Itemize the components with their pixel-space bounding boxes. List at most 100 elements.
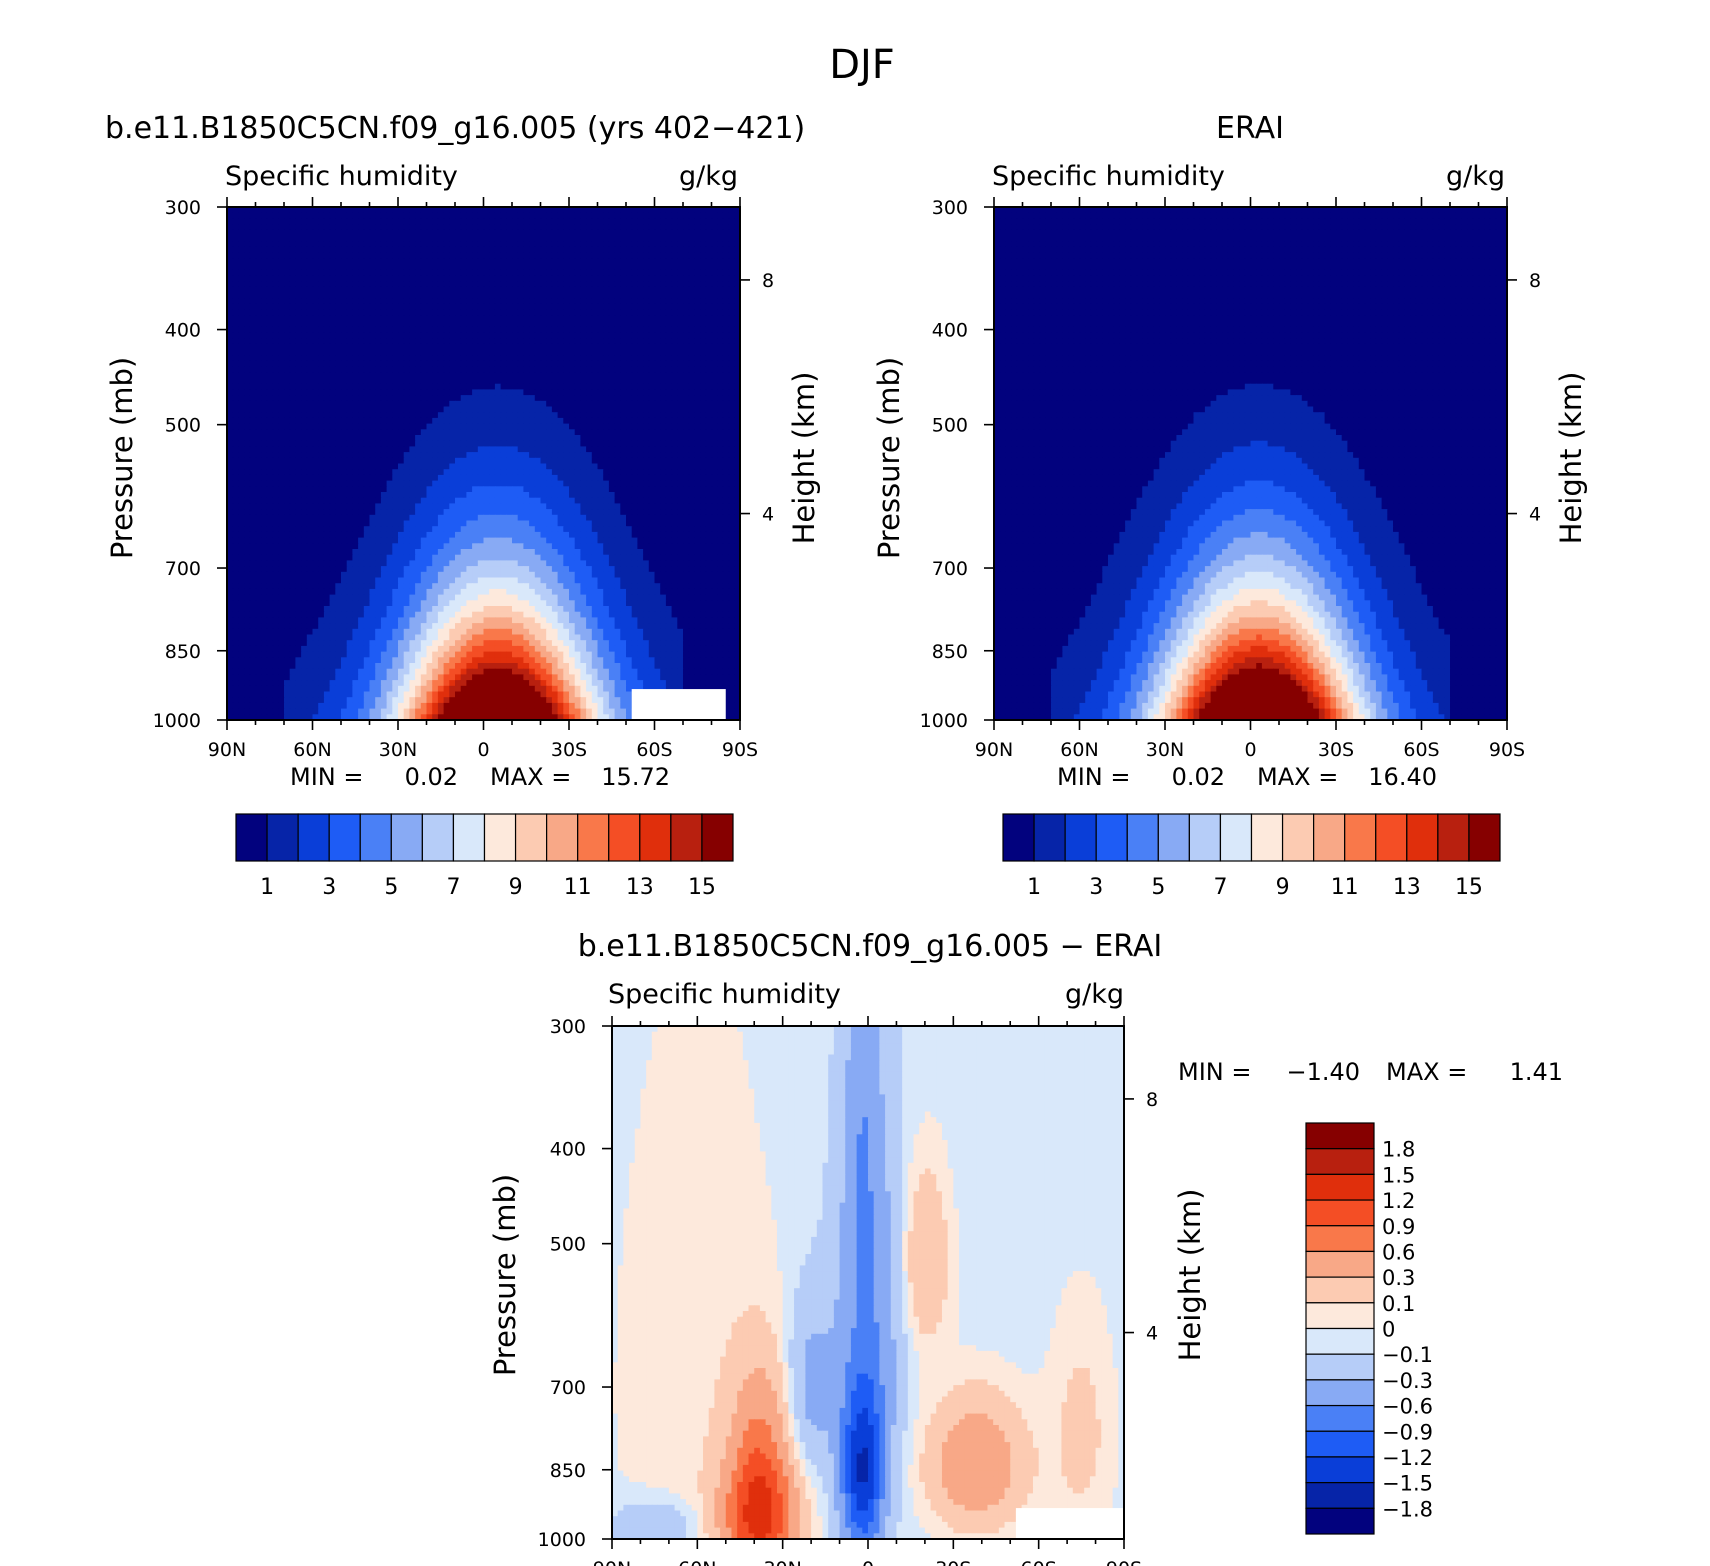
contour-cell xyxy=(540,395,547,402)
contour-cell xyxy=(284,378,291,385)
contour-cell xyxy=(654,286,661,294)
contour-cell xyxy=(352,480,359,487)
contour-cell xyxy=(432,497,439,504)
contour-cell xyxy=(660,286,667,294)
contour-cell xyxy=(380,241,388,248)
contour-cell xyxy=(586,360,593,368)
contour-cell xyxy=(483,292,490,299)
contour-cell xyxy=(323,303,331,311)
contour-cell xyxy=(238,224,245,231)
contour-cell xyxy=(346,469,353,476)
contour-cell xyxy=(489,275,496,282)
contour-cell xyxy=(591,235,599,242)
contour-cell xyxy=(677,218,684,225)
contour-cell xyxy=(426,212,433,219)
contour-cell xyxy=(660,372,667,379)
contour-cell xyxy=(637,321,644,328)
contour-cell xyxy=(631,207,638,214)
contour-cell xyxy=(238,435,245,442)
contour-cell xyxy=(648,360,656,368)
contour-cell xyxy=(432,463,439,470)
contour-cell xyxy=(335,303,342,311)
contour-cell xyxy=(654,429,661,436)
contour-cell xyxy=(437,360,445,368)
contour-cell xyxy=(483,275,490,282)
contour-cell xyxy=(591,406,599,413)
contour-cell xyxy=(711,252,718,259)
contour-cell xyxy=(489,435,496,442)
contour-cell xyxy=(255,412,262,419)
contour-cell xyxy=(563,383,570,390)
contour-cell xyxy=(626,423,633,430)
contour-cell xyxy=(677,286,684,294)
contour-cell xyxy=(460,252,467,259)
contour-cell xyxy=(346,252,353,259)
contour-cell xyxy=(420,389,428,396)
contour-cell xyxy=(648,224,656,231)
contour-cell xyxy=(677,338,684,345)
contour-cell xyxy=(654,332,661,339)
contour-cell xyxy=(717,497,724,504)
contour-cell xyxy=(483,309,490,316)
contour-cell xyxy=(671,440,678,447)
contour-cell xyxy=(603,412,610,419)
contour-cell xyxy=(722,366,730,373)
contour-cell xyxy=(363,372,371,379)
contour-cell xyxy=(586,452,593,459)
contour-cell xyxy=(358,395,365,402)
contour-cell xyxy=(227,492,234,499)
contour-cell xyxy=(700,315,707,322)
contour-cell xyxy=(409,298,416,305)
contour-cell xyxy=(671,269,678,276)
contour-cell xyxy=(477,446,485,453)
contour-cell xyxy=(380,338,388,345)
contour-cell xyxy=(717,355,724,362)
contour-cell xyxy=(517,235,524,242)
contour-cell xyxy=(232,212,239,219)
contour-cell xyxy=(312,224,319,231)
contour-cell xyxy=(489,235,496,242)
contour-cell xyxy=(358,492,365,499)
contour-cell xyxy=(506,406,513,413)
contour-cell xyxy=(512,292,519,299)
contour-cell xyxy=(358,338,365,345)
contour-cell xyxy=(534,338,542,345)
contour-cell xyxy=(574,446,581,453)
contour-cell xyxy=(426,338,433,345)
contour-cell xyxy=(255,514,262,522)
contour-cell xyxy=(437,383,445,390)
contour-cell xyxy=(284,355,291,362)
contour-cell xyxy=(563,469,570,476)
contour-cell xyxy=(620,224,627,231)
contour-cell xyxy=(437,446,445,453)
contour-cell xyxy=(734,235,741,242)
contour-cell xyxy=(266,446,274,453)
contour-cell xyxy=(648,514,656,522)
contour-cell xyxy=(603,400,610,408)
contour-cell xyxy=(671,395,678,402)
contour-cell xyxy=(409,275,416,282)
contour-cell xyxy=(517,326,524,333)
contour-cell xyxy=(677,355,684,362)
contour-cell xyxy=(335,326,342,333)
contour-cell xyxy=(312,509,319,516)
contour-cell xyxy=(249,264,257,271)
contour-cell xyxy=(460,423,467,430)
contour-cell xyxy=(289,258,296,265)
contour-cell xyxy=(318,218,325,225)
contour-cell xyxy=(227,366,234,373)
contour-cell xyxy=(323,292,331,299)
contour-cell xyxy=(654,452,661,459)
contour-cell xyxy=(301,315,308,322)
contour-cell xyxy=(677,252,684,259)
contour-cell xyxy=(688,474,695,482)
contour-cell xyxy=(591,440,599,447)
contour-cell xyxy=(489,423,496,430)
contour-cell xyxy=(734,423,741,430)
contour-cell xyxy=(517,435,524,442)
contour-cell xyxy=(569,264,576,271)
contour-cell xyxy=(506,457,513,465)
contour-cell xyxy=(335,292,342,299)
contour-cell xyxy=(643,412,650,419)
contour-cell xyxy=(637,292,644,299)
